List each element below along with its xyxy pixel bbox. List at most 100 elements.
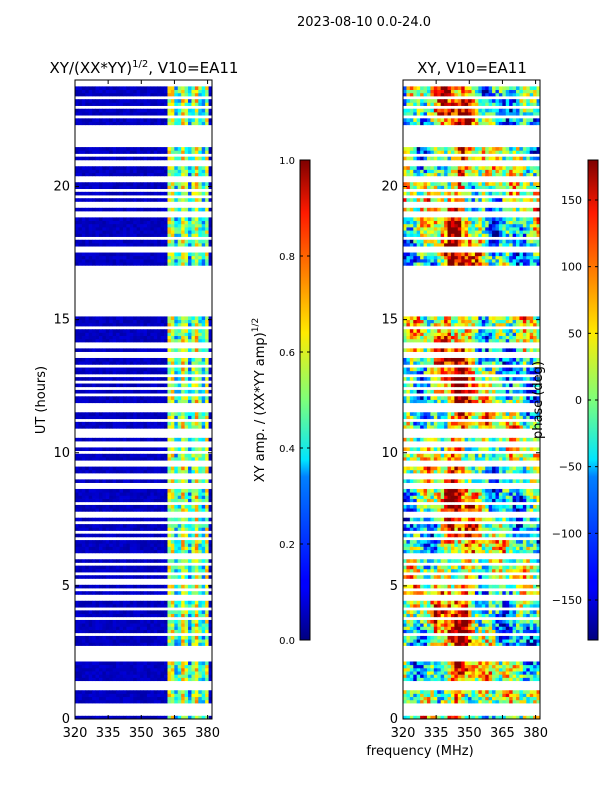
heatmap-cell xyxy=(88,437,93,442)
heatmap-cell xyxy=(98,233,103,237)
heatmap-cell xyxy=(150,118,155,122)
heatmap-cell xyxy=(153,412,158,416)
heatmap-cell xyxy=(122,172,127,177)
heatmap-cell xyxy=(170,396,175,400)
heatmap-cell xyxy=(143,322,148,327)
heatmap-cell xyxy=(157,383,162,388)
heatmap-cell xyxy=(153,415,158,420)
heatmap-cell xyxy=(109,230,114,234)
heatmap-cell xyxy=(488,664,493,669)
heatmap-cell xyxy=(164,262,168,266)
heatmap-cell xyxy=(457,661,462,666)
heatmap-cell xyxy=(208,715,213,720)
heatmap-cell xyxy=(198,255,203,260)
heatmap-cell xyxy=(181,150,185,154)
heatmap-cell xyxy=(205,629,209,634)
heatmap-cell xyxy=(437,664,442,669)
heatmap-cell xyxy=(119,696,124,701)
heatmap-cell xyxy=(164,182,168,186)
heatmap-cell xyxy=(116,635,120,640)
heatmap-cell xyxy=(177,118,182,122)
heatmap-cell xyxy=(98,492,103,496)
heatmap-cell xyxy=(88,457,93,461)
heatmap-cell xyxy=(143,600,148,605)
heatmap-cell xyxy=(85,252,90,257)
heatmap-cell xyxy=(194,322,199,327)
heatmap-cell xyxy=(88,322,93,327)
heatmap-cell xyxy=(174,332,179,336)
heatmap-cell xyxy=(536,629,541,634)
heatmap-cell xyxy=(529,690,534,694)
heatmap-cell xyxy=(95,629,100,634)
heatmap-cell xyxy=(112,437,117,442)
heatmap-cell xyxy=(533,664,537,669)
heatmap-cell xyxy=(454,603,459,608)
heatmap-cell xyxy=(126,603,131,608)
heatmap-cell xyxy=(78,517,83,522)
heatmap-cell xyxy=(188,623,192,627)
heatmap-cell xyxy=(198,626,203,630)
heatmap-cell xyxy=(140,252,144,257)
heatmap-cell xyxy=(129,191,134,196)
heatmap-cell xyxy=(164,258,168,263)
heatmap-cell xyxy=(92,156,96,161)
heatmap-cell xyxy=(450,671,455,675)
heatmap-cell xyxy=(167,667,172,672)
heatmap-cell xyxy=(146,549,151,554)
heatmap-cell xyxy=(406,623,411,627)
heatmap-cell xyxy=(409,603,414,608)
heatmap-cell xyxy=(150,469,155,474)
heatmap-cell xyxy=(116,674,120,678)
heatmap-cell xyxy=(160,147,165,151)
heatmap-cell xyxy=(98,169,103,174)
heatmap-cell xyxy=(153,469,158,474)
heatmap-cell xyxy=(85,613,90,618)
heatmap-cell xyxy=(471,699,476,704)
heatmap-cell xyxy=(481,603,486,608)
heatmap-cell xyxy=(413,664,418,669)
heatmap-cell xyxy=(468,635,472,640)
heatmap-cell xyxy=(420,600,424,605)
heatmap-cell xyxy=(116,242,120,247)
heatmap-cell xyxy=(133,603,138,608)
heatmap-cell xyxy=(498,610,503,614)
heatmap-cell xyxy=(102,412,107,416)
heatmap-cell xyxy=(167,677,172,682)
heatmap-cell xyxy=(498,696,503,701)
heatmap-cell xyxy=(177,613,182,618)
heatmap-cell xyxy=(170,699,175,704)
heatmap-cell xyxy=(505,603,510,608)
heatmap-cell xyxy=(184,610,189,614)
heatmap-cell xyxy=(160,367,165,372)
heatmap-cell xyxy=(468,696,472,701)
heatmap-cell xyxy=(109,600,114,605)
heatmap-cell xyxy=(468,664,472,669)
heatmap-cell xyxy=(105,693,110,698)
heatmap-cell xyxy=(198,230,203,234)
heatmap-cell xyxy=(119,639,124,643)
heatmap-cell xyxy=(526,623,531,627)
heatmap-cell xyxy=(201,447,206,452)
heatmap-cell xyxy=(78,217,83,221)
heatmap-cell xyxy=(78,191,83,196)
heatmap-cell xyxy=(98,182,103,186)
heatmap-cell xyxy=(119,619,124,624)
heatmap-cell xyxy=(201,610,206,614)
heatmap-cell xyxy=(126,540,131,544)
heatmap-cell xyxy=(92,524,96,528)
heatmap-cell xyxy=(177,524,182,528)
heatmap-cell xyxy=(160,255,165,260)
heatmap-cell xyxy=(98,664,103,669)
heatmap-cell xyxy=(88,453,93,458)
heatmap-cell xyxy=(174,396,179,400)
heatmap-cell xyxy=(177,319,182,324)
heatmap-cell xyxy=(81,591,86,595)
heatmap-cell xyxy=(143,191,148,196)
heatmap-cell xyxy=(433,600,438,605)
heatmap-cell xyxy=(122,661,127,666)
heatmap-cell xyxy=(136,335,141,340)
heatmap-cell xyxy=(177,591,182,595)
heatmap-cell xyxy=(140,635,144,640)
heatmap-cell xyxy=(92,223,96,228)
heatmap-cell xyxy=(81,399,86,404)
